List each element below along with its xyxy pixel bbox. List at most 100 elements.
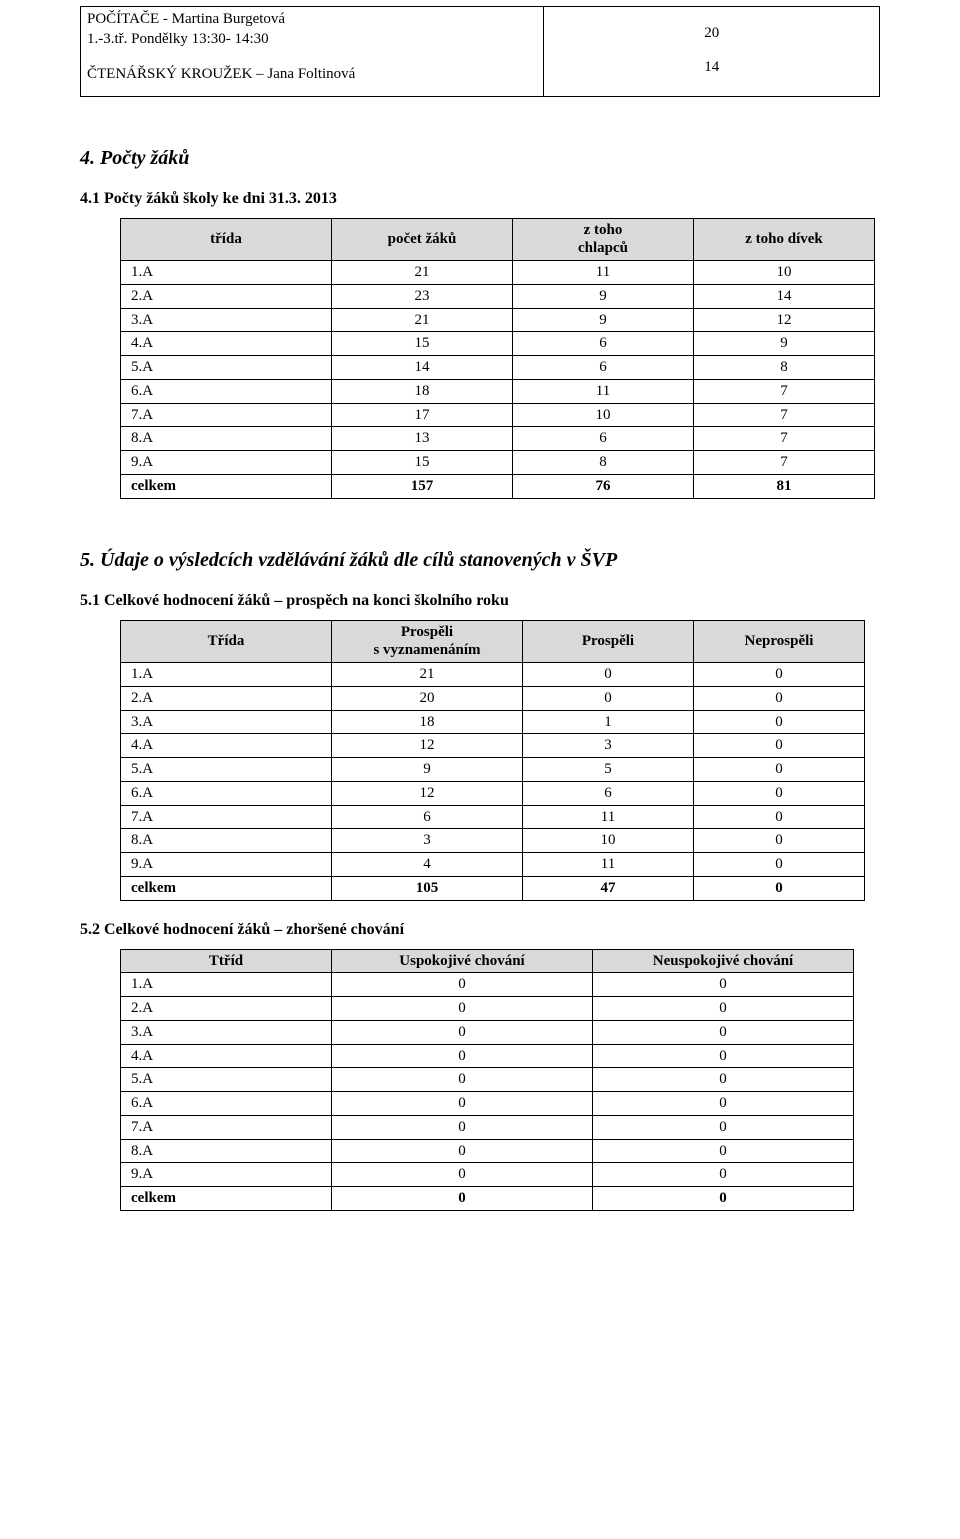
table-cell: 10 [523, 829, 694, 853]
table-cell: 8 [694, 356, 875, 380]
table-cell: 4.A [121, 332, 332, 356]
table-cell: 14 [694, 284, 875, 308]
table-cell: 21 [332, 308, 513, 332]
table-cell: 5.A [121, 758, 332, 782]
table-cell: 9.A [121, 853, 332, 877]
table-cell: 0 [593, 1115, 854, 1139]
t41-h-c2: počet žáků [332, 218, 513, 261]
table-cell: 0 [332, 1092, 593, 1116]
table-cell: celkem [121, 876, 332, 900]
table-cell: 0 [593, 1044, 854, 1068]
table-cell: 12 [694, 308, 875, 332]
t41-h-c3-l1: z toho [523, 221, 683, 240]
table-row: 3.A21912 [121, 308, 875, 332]
table-cell: 8.A [121, 1139, 332, 1163]
table-cell: 0 [332, 1163, 593, 1187]
table-cell: 0 [332, 1139, 593, 1163]
t41-h-c4: z toho dívek [694, 218, 875, 261]
table-cell: 6 [513, 332, 694, 356]
table-cell: 0 [694, 663, 865, 687]
table-row: 2.A2000 [121, 686, 865, 710]
table-cell: 1.A [121, 261, 332, 285]
table-cell: 47 [523, 876, 694, 900]
table-total-row: celkem00 [121, 1187, 854, 1211]
table-cell: 6.A [121, 379, 332, 403]
top-left-line3: ČTENÁŘSKÝ KROUŽEK – Jana Foltinová [87, 64, 537, 84]
table-row: 8.A1367 [121, 427, 875, 451]
subsection-5-2-title: 5.2 Celkové hodnocení žáků – zhoršené ch… [80, 921, 880, 939]
t51-body: 1.A21002.A20003.A18104.A12305.A9506.A126… [121, 663, 865, 901]
table-cell: 5.A [121, 356, 332, 380]
table-cell: 4.A [121, 734, 332, 758]
table-cell: 0 [593, 973, 854, 997]
t41-h-c3: z toho chlapců [513, 218, 694, 261]
table-cell: 0 [593, 1139, 854, 1163]
table-cell: 2.A [121, 997, 332, 1021]
table-cell: 0 [523, 686, 694, 710]
table-row: 9.A1587 [121, 451, 875, 475]
table-row: 7.A17107 [121, 403, 875, 427]
t51-h-c2-l1: Prospěli [342, 623, 512, 642]
table-cell: 21 [332, 663, 523, 687]
table-cell: 0 [694, 853, 865, 877]
table-row: 4.A00 [121, 1044, 854, 1068]
table-cell: 13 [332, 427, 513, 451]
table-cell: 8.A [121, 829, 332, 853]
table-cell: 6 [332, 805, 523, 829]
table-5-1: Třída Prospěli s vyznamenáním Prospěli N… [120, 620, 865, 901]
top-right-num2: 14 [550, 57, 873, 77]
table-row: 4.A1230 [121, 734, 865, 758]
table-cell: 0 [332, 1020, 593, 1044]
table-cell: 6 [513, 427, 694, 451]
table-cell: 7.A [121, 403, 332, 427]
subsection-4-1-title-text: 4.1 Počty žáků školy ke dni 31.3. 2013 [80, 190, 337, 207]
table-cell: 157 [332, 474, 513, 498]
table-cell: 6 [513, 356, 694, 380]
t51-h-c4: Neprospěli [694, 620, 865, 663]
table-row: 9.A00 [121, 1163, 854, 1187]
table-cell: 14 [332, 356, 513, 380]
table-cell: 6.A [121, 781, 332, 805]
table-cell: 18 [332, 710, 523, 734]
table-4-1: třída počet žáků z toho chlapců z toho d… [120, 218, 875, 499]
table-row: 5.A950 [121, 758, 865, 782]
table-cell: 12 [332, 734, 523, 758]
top-left-line2: 1.-3.tř. Pondělky 13:30- 14:30 [87, 31, 269, 47]
table-cell: 7.A [121, 805, 332, 829]
table-cell: 9 [332, 758, 523, 782]
table-row: 8.A3100 [121, 829, 865, 853]
table-row: 2.A23914 [121, 284, 875, 308]
table-cell: 12 [332, 781, 523, 805]
table-cell: 4.A [121, 1044, 332, 1068]
table-cell: 0 [694, 805, 865, 829]
table-cell: 6.A [121, 1092, 332, 1116]
table-cell: 11 [523, 805, 694, 829]
table-cell: 8 [513, 451, 694, 475]
table-cell: 0 [694, 710, 865, 734]
t52-h-c2: Uspokojivé chování [332, 949, 593, 973]
table-cell: 10 [694, 261, 875, 285]
table-row: 1.A211110 [121, 261, 875, 285]
table-row: 6.A18117 [121, 379, 875, 403]
subsection-5-1-title-text: 5.1 Celkové hodnocení žáků – prospěch na… [80, 592, 509, 609]
table-row: 2.A00 [121, 997, 854, 1021]
table-cell: 15 [332, 451, 513, 475]
top-info-table: POČÍTAČE - Martina Burgetová 1.-3.tř. Po… [80, 6, 880, 97]
table-cell: 0 [332, 973, 593, 997]
subsection-5-2-title-text: 5.2 Celkové hodnocení žáků – zhoršené ch… [80, 921, 404, 938]
table-cell: 9 [513, 308, 694, 332]
table-cell: 4 [332, 853, 523, 877]
table-cell: 0 [694, 876, 865, 900]
table-row: 4.A1569 [121, 332, 875, 356]
table-cell: 6 [523, 781, 694, 805]
table-row: 1.A2100 [121, 663, 865, 687]
table-cell: celkem [121, 474, 332, 498]
table-cell: 9 [694, 332, 875, 356]
table-cell: 20 [332, 686, 523, 710]
subsection-4-1-title: 4.1 Počty žáků školy ke dni 31.3. 2013 [80, 190, 880, 208]
table-cell: 21 [332, 261, 513, 285]
section-4-title: 4. Počty žáků [80, 147, 880, 170]
table-cell: 3.A [121, 1020, 332, 1044]
table-cell: 0 [694, 734, 865, 758]
table-cell: 0 [332, 1044, 593, 1068]
